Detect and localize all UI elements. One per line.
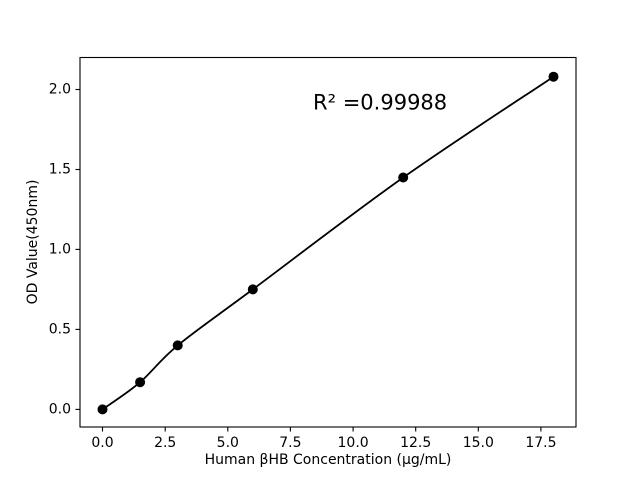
x-tick-label: 0.0 [91,435,113,451]
r-squared-annotation: R² =0.99988 [313,90,447,114]
x-tick-label: 15.0 [463,435,494,451]
data-point [135,377,146,388]
y-tick-label: 2.0 [49,82,71,98]
data-point [398,172,409,183]
y-tick-label: 0.5 [49,321,71,337]
fit-line [101,75,555,411]
x-tick-label: 12.5 [400,435,431,451]
y-tick-label: 1.5 [49,162,71,178]
x-tick-label: 5.0 [217,435,239,451]
plot-frame [79,56,577,428]
x-tick-label: 17.5 [525,435,556,451]
y-tick-label: 0.0 [49,401,71,417]
data-point [247,284,258,295]
x-tick-label: 7.5 [279,435,301,451]
data-point [172,340,183,351]
data-point [97,404,108,415]
x-tick-label: 2.5 [154,435,176,451]
y-tick-label: 1.0 [49,241,71,257]
data-point [548,71,559,82]
x-axis-label: Human βHB Concentration (μg/mL) [205,452,452,468]
x-tick-label: 10.0 [338,435,369,451]
y-axis-label: OD Value(450nm) [25,180,41,305]
